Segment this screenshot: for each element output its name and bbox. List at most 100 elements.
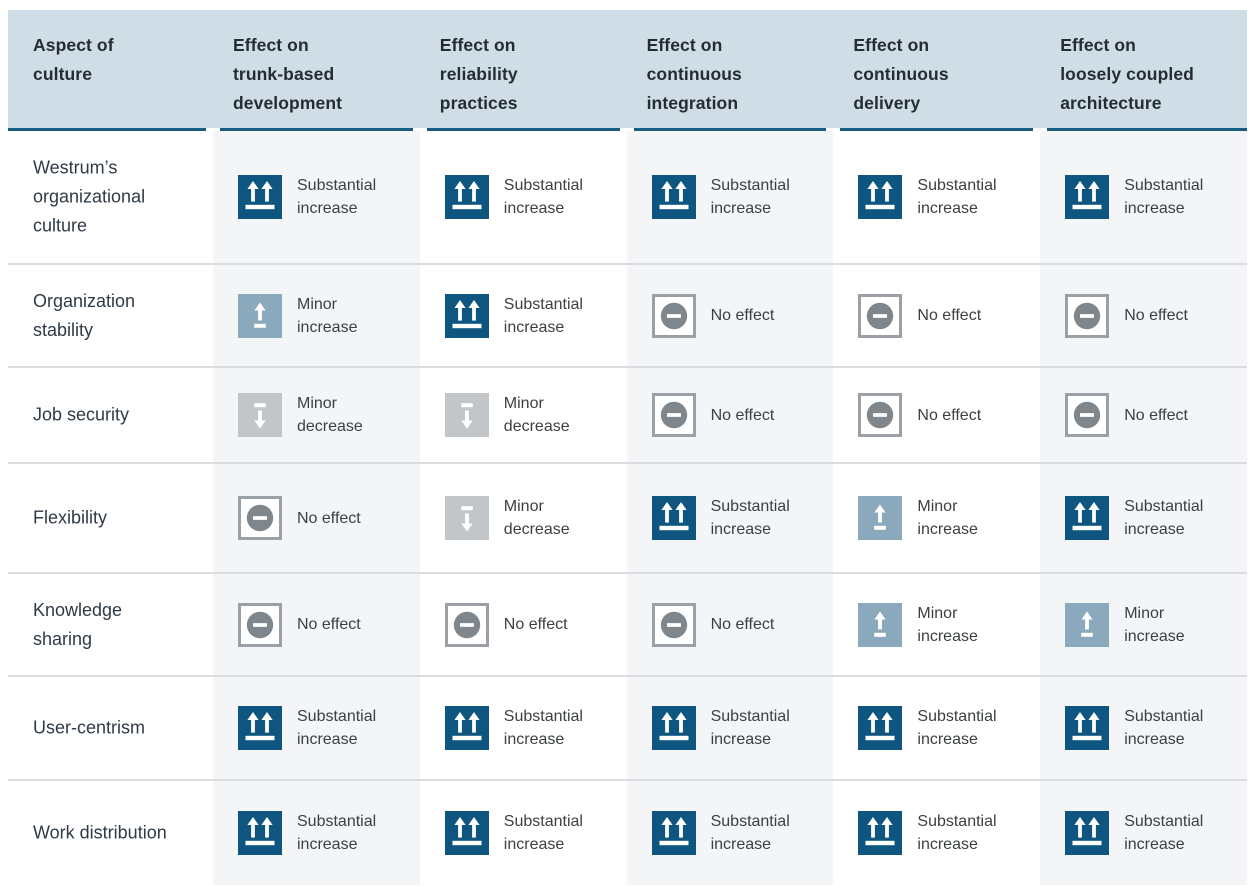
- substantial-increase-icon: [1065, 175, 1110, 219]
- effect-label: No effect: [1124, 406, 1188, 424]
- effect-label: Minor increase: [1124, 604, 1185, 645]
- effect-cell: Minor increase: [833, 572, 1041, 675]
- substantial-increase-icon: [1065, 496, 1110, 540]
- effect-cell: Substantial increase: [419, 779, 627, 885]
- header-underline: [833, 128, 1041, 131]
- effect-cell: Minor increase: [833, 462, 1041, 572]
- effect-cell: Substantial increase: [833, 675, 1041, 779]
- column-header-aspect: Aspect of culture: [8, 10, 213, 128]
- row-label: User-centrism: [33, 717, 146, 738]
- header-underline: [213, 128, 420, 131]
- column-header: Effect on continuous delivery: [833, 10, 1041, 128]
- row-label-cell: Knowledge sharing: [8, 572, 213, 675]
- row-label-cell: Job security: [8, 366, 213, 462]
- effect-cell: No effect: [833, 366, 1041, 462]
- effect-cell: Minor decrease: [419, 462, 627, 572]
- no-effect-icon: [651, 602, 696, 647]
- effect-label: Substantial increase: [1124, 813, 1204, 853]
- substantial-increase-icon: [444, 293, 489, 338]
- substantial-increase-icon: [858, 811, 903, 855]
- substantial-increase-icon: [858, 175, 903, 219]
- header-underline-bar: [426, 128, 620, 131]
- effect-cell: Substantial increase: [833, 131, 1041, 263]
- row-label: Flexibility: [33, 507, 108, 528]
- column-4: Effect on continuous delivery Substantial in…: [833, 10, 1041, 885]
- substantial-increase-icon: [858, 706, 903, 750]
- effect-label: Substantial increase: [297, 708, 377, 748]
- effect-cell: Substantial increase: [419, 263, 627, 366]
- no-effect-icon: [444, 602, 489, 647]
- effect-cell: Substantial increase: [833, 779, 1041, 885]
- effect-cell: Substantial increase: [213, 131, 420, 263]
- effect-label: Minor increase: [297, 295, 358, 336]
- effect-cell: Substantial increase: [419, 131, 627, 263]
- header-underline: [419, 128, 627, 131]
- header-underline: [8, 128, 213, 131]
- effect-cell: No effect: [213, 572, 420, 675]
- effect-label: No effect: [710, 307, 775, 324]
- column-header-label: Effect on continuous delivery: [853, 35, 949, 113]
- minor-decrease-icon: [238, 393, 282, 437]
- substantial-increase-icon: [238, 706, 282, 750]
- row-label-cell: Flexibility: [8, 462, 213, 572]
- no-effect-icon: [238, 602, 282, 647]
- effect-label: Substantial increase: [297, 177, 377, 217]
- substantial-increase-icon: [444, 706, 489, 750]
- no-effect-icon: [238, 496, 282, 540]
- substantial-increase-icon: [238, 811, 282, 855]
- minor-increase-icon: [238, 293, 282, 338]
- substantial-increase-icon: [1065, 706, 1110, 750]
- effect-label: No effect: [503, 616, 568, 633]
- effect-cell: Substantial increase: [626, 131, 834, 263]
- effect-label: Substantial increase: [1124, 498, 1204, 538]
- effect-cell: No effect: [213, 462, 420, 572]
- effect-label: No effect: [917, 307, 982, 324]
- effect-label: Substantial increase: [297, 813, 377, 853]
- column-header: Effect on trunk-based development: [213, 10, 420, 128]
- row-label: Job security: [33, 404, 130, 425]
- capabilities-table: Aspect of culture Westrum’s organizational c…: [8, 10, 1247, 885]
- effect-label: No effect: [710, 616, 775, 633]
- culture-effects-grid: Aspect of culture Westrum’s organizational c…: [8, 10, 1247, 885]
- effect-label: Substantial increase: [1124, 177, 1204, 217]
- effect-label: Substantial increase: [503, 813, 583, 853]
- row-label-cell: Work distribution: [8, 779, 213, 885]
- column-header-label: Aspect of culture: [33, 35, 114, 84]
- effect-label: Substantial increase: [710, 177, 790, 217]
- minor-decrease-icon: [444, 393, 489, 437]
- no-effect-icon: [1065, 393, 1110, 437]
- effect-label: No effect: [297, 509, 361, 527]
- effect-cell: Minor increase: [213, 263, 420, 366]
- effect-label: Substantial increase: [710, 813, 790, 853]
- minor-decrease-icon: [444, 496, 489, 540]
- row-label-cell: User-centrism: [8, 675, 213, 779]
- effect-cell: No effect: [1040, 263, 1247, 366]
- effect-cell: No effect: [626, 366, 834, 462]
- effect-cell: Minor increase: [1040, 572, 1247, 675]
- minor-increase-icon: [1065, 602, 1110, 647]
- effect-label: Substantial increase: [710, 708, 790, 748]
- effect-label: Minor decrease: [297, 395, 363, 435]
- effect-cell: Substantial increase: [1040, 779, 1247, 885]
- column-2: Effect on reliability practices Substantial…: [419, 10, 627, 885]
- effect-label: Minor decrease: [503, 395, 570, 435]
- column-header: Effect on continuous integration: [626, 10, 834, 128]
- effect-label: No effect: [297, 616, 361, 633]
- no-effect-icon: [651, 293, 696, 338]
- column-3: Effect on continuous integration Substantia…: [626, 10, 834, 885]
- effect-cell: Substantial increase: [1040, 462, 1247, 572]
- effect-label: Minor increase: [917, 604, 978, 645]
- effect-label: Substantial increase: [1124, 708, 1204, 748]
- no-effect-icon: [858, 293, 903, 338]
- effect-label: Substantial increase: [917, 708, 997, 748]
- effect-cell: Substantial increase: [626, 462, 834, 572]
- substantial-increase-icon: [444, 175, 489, 219]
- effect-label: Substantial increase: [917, 813, 997, 853]
- minor-increase-icon: [858, 496, 903, 540]
- effect-cell: Minor decrease: [213, 366, 420, 462]
- effect-cell: No effect: [833, 263, 1041, 366]
- header-underline-bar: [8, 128, 206, 131]
- no-effect-icon: [651, 393, 696, 437]
- column-aspect-of-culture: Aspect of culture Westrum’s organizational c…: [8, 10, 213, 885]
- effect-label: No effect: [917, 406, 982, 424]
